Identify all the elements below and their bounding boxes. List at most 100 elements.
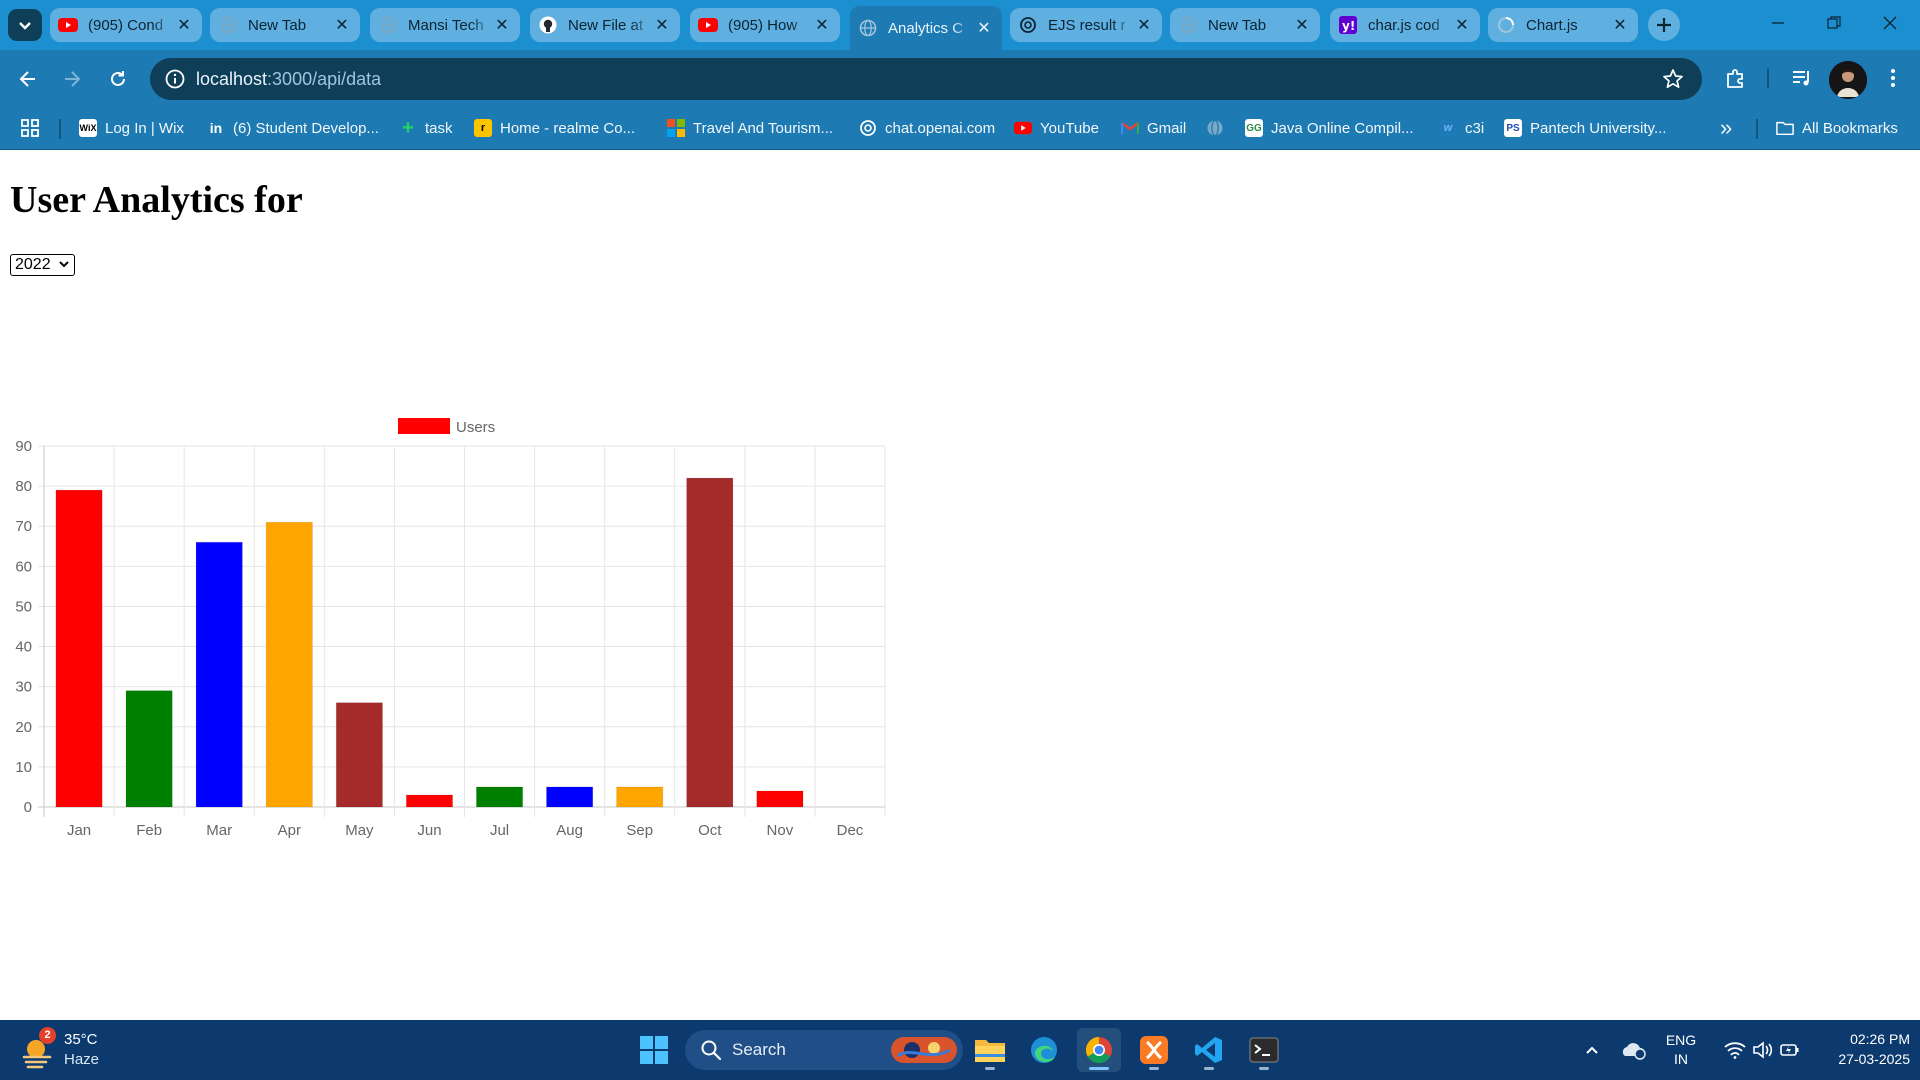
apps-button[interactable] <box>20 114 40 142</box>
address-bar[interactable]: localhost:3000/api/data <box>150 58 1702 100</box>
new-tab-button[interactable] <box>1648 9 1680 41</box>
bookmarks-overflow-button[interactable]: » <box>1720 114 1732 142</box>
browser-tab-active[interactable]: Analytics C ✕ <box>850 6 1002 50</box>
globe-icon <box>858 18 878 38</box>
star-icon[interactable] <box>1662 68 1684 90</box>
x-tick-label: Dec <box>837 822 864 839</box>
info-icon[interactable] <box>164 68 186 90</box>
all-bookmarks-button[interactable]: All Bookmarks <box>1776 114 1898 142</box>
close-icon[interactable]: ✕ <box>495 17 509 34</box>
bar-aug[interactable] <box>545 786 594 808</box>
start-button[interactable] <box>632 1028 676 1072</box>
close-icon[interactable]: ✕ <box>977 20 991 37</box>
bookmark-item[interactable]: YouTube <box>1014 114 1099 142</box>
tray-overflow-button[interactable] <box>1570 1028 1614 1072</box>
file-explorer-app[interactable] <box>968 1028 1012 1072</box>
taskbar-search[interactable]: Search <box>685 1030 963 1070</box>
close-icon[interactable]: ✕ <box>1137 17 1151 34</box>
bar-mar[interactable] <box>195 541 243 808</box>
system-clock[interactable]: 02:26 PM 27-03-2025 <box>1810 1029 1910 1069</box>
chart-legend[interactable]: Users <box>398 418 495 436</box>
legend-label[interactable]: Users <box>456 419 495 436</box>
browser-tab[interactable]: Mansi Tech ✕ <box>370 8 520 42</box>
bookmarks-bar <box>0 108 1920 150</box>
browser-tab[interactable]: y! char.js cod ✕ <box>1330 8 1480 42</box>
quick-settings-button[interactable] <box>1714 1028 1810 1072</box>
browser-tab[interactable]: New Tab ✕ <box>1170 8 1320 42</box>
page-content: User Analytics for 2022 0 10 20 30 40 50 60 70 8… <box>0 151 1920 1020</box>
bar-jul[interactable] <box>475 786 524 808</box>
browser-tab[interactable]: EJS result r ✕ <box>1010 8 1162 42</box>
menu-button[interactable] <box>1877 62 1909 94</box>
close-icon[interactable]: ✕ <box>335 17 349 34</box>
loading-icon <box>1496 15 1516 35</box>
xampp-app[interactable] <box>1132 1028 1176 1072</box>
legend-swatch[interactable] <box>398 418 450 434</box>
bar-jan[interactable] <box>55 489 103 808</box>
minimize-button[interactable] <box>1750 0 1806 46</box>
close-icon[interactable]: ✕ <box>1295 17 1309 34</box>
globe-icon <box>378 15 398 35</box>
url-text[interactable]: localhost:3000/api/data <box>196 69 381 90</box>
close-icon[interactable]: ✕ <box>1613 17 1627 34</box>
bookmark-item[interactable]: GG Java Online Compil... <box>1245 114 1414 142</box>
edge-app[interactable] <box>1022 1028 1066 1072</box>
page-title: User Analytics for <box>10 179 303 221</box>
year-select[interactable]: 2022 <box>10 254 75 276</box>
language-indicator[interactable]: ENG IN <box>1656 1031 1706 1069</box>
close-icon[interactable]: ✕ <box>655 17 669 34</box>
xampp-icon <box>1140 1036 1168 1064</box>
browser-tab[interactable]: New File at ✕ <box>530 8 680 42</box>
weather-widget[interactable]: 2 35°C Haze <box>20 1027 130 1073</box>
tab-search-button[interactable] <box>8 9 42 41</box>
search-icon <box>701 1040 722 1061</box>
running-indicator <box>1204 1067 1214 1070</box>
bookmark-item[interactable]: WiX Log In | Wix <box>79 114 184 142</box>
vscode-app[interactable] <box>1187 1028 1231 1072</box>
toolbar-divider <box>1767 68 1769 88</box>
media-button[interactable] <box>1786 62 1818 94</box>
extensions-button[interactable] <box>1720 62 1752 94</box>
browser-tab[interactable]: (905) How ✕ <box>690 8 840 42</box>
tab-strip: (905) Cond ✕ New Tab ✕ Mansi Tech ✕ New … <box>0 0 1920 50</box>
restore-button[interactable] <box>1806 0 1862 46</box>
profile-avatar[interactable] <box>1829 61 1867 99</box>
y-tick-label: 40 <box>15 639 32 656</box>
bookmark-item[interactable]: w c3i <box>1439 114 1484 142</box>
x-tick-label: May <box>345 822 374 839</box>
bar-may[interactable] <box>335 702 384 808</box>
back-button[interactable] <box>12 63 44 95</box>
browser-tab[interactable]: Chart.js ✕ <box>1488 8 1638 42</box>
bookmark-item[interactable]: Gmail <box>1121 114 1186 142</box>
bar-oct[interactable] <box>686 477 734 808</box>
onedrive-button[interactable] <box>1611 1028 1655 1072</box>
bookmark-item[interactable]: in (6) Student Develop... <box>207 114 379 142</box>
bookmark-item[interactable]: Travel And Tourism... <box>667 114 833 142</box>
close-window-button[interactable] <box>1862 0 1918 46</box>
bookmark-item[interactable]: PS Pantech University... <box>1504 114 1666 142</box>
bar-sep[interactable] <box>616 786 664 808</box>
task-icon: + <box>402 116 414 139</box>
bar-nov[interactable] <box>756 790 804 808</box>
bar-jun[interactable] <box>405 794 454 808</box>
url-host: localhost <box>196 69 268 89</box>
close-icon[interactable]: ✕ <box>815 17 829 34</box>
gfg-icon: GG <box>1245 119 1263 137</box>
forward-button[interactable] <box>56 63 88 95</box>
bar-apr[interactable] <box>265 521 313 808</box>
close-icon[interactable]: ✕ <box>177 17 191 34</box>
browser-tab[interactable]: (905) Cond ✕ <box>50 8 202 42</box>
bookmark-item[interactable] <box>1206 114 1232 142</box>
close-icon[interactable]: ✕ <box>1455 17 1469 34</box>
bookmark-label: Home - realme Co... <box>500 119 636 137</box>
bookmark-label: Log In | Wix <box>105 119 184 137</box>
bookmark-item[interactable]: chat.openai.com <box>859 114 995 142</box>
terminal-app[interactable] <box>1242 1028 1286 1072</box>
bar-feb[interactable] <box>125 690 173 808</box>
bookmark-item[interactable]: + task <box>399 114 452 142</box>
browser-tab[interactable]: New Tab ✕ <box>210 8 360 42</box>
reload-button[interactable] <box>102 63 134 95</box>
x-tick-label: Jul <box>490 822 509 839</box>
chrome-app[interactable] <box>1077 1028 1121 1072</box>
bookmark-item[interactable]: r Home - realme Co... <box>474 114 635 142</box>
